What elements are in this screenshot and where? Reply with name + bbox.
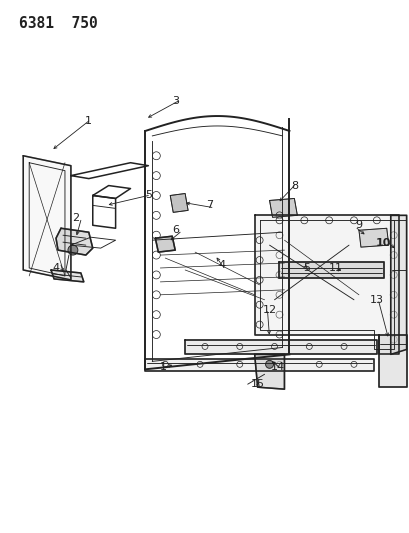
Polygon shape	[390, 215, 406, 354]
Text: 12: 12	[262, 305, 276, 314]
Text: 1: 1	[85, 116, 92, 126]
Text: 6: 6	[172, 225, 179, 235]
Text: 3: 3	[171, 96, 178, 106]
Text: 4: 4	[218, 260, 225, 270]
Text: 7: 7	[206, 200, 213, 211]
Text: 13: 13	[369, 295, 383, 305]
Polygon shape	[170, 193, 188, 212]
Polygon shape	[155, 236, 175, 252]
Polygon shape	[56, 228, 92, 255]
Polygon shape	[358, 228, 388, 247]
Polygon shape	[185, 340, 376, 354]
Text: 1: 1	[160, 362, 166, 373]
Polygon shape	[23, 156, 71, 280]
Circle shape	[68, 245, 78, 255]
Text: 2: 2	[72, 213, 79, 223]
Polygon shape	[378, 335, 406, 387]
Circle shape	[265, 360, 273, 368]
Text: 15: 15	[250, 379, 264, 389]
Text: 5: 5	[302, 263, 309, 273]
Text: 6381  750: 6381 750	[19, 16, 98, 31]
Polygon shape	[145, 359, 373, 372]
Polygon shape	[51, 270, 83, 282]
Polygon shape	[279, 262, 383, 278]
Text: 5: 5	[144, 190, 151, 200]
Polygon shape	[269, 198, 297, 217]
Text: 14: 14	[270, 362, 284, 373]
Text: 10: 10	[375, 238, 391, 248]
Text: 9: 9	[355, 220, 362, 230]
Text: 8: 8	[290, 181, 297, 191]
Text: 11: 11	[328, 263, 342, 273]
Text: 4: 4	[52, 263, 59, 273]
Polygon shape	[254, 354, 284, 389]
Polygon shape	[254, 215, 398, 354]
